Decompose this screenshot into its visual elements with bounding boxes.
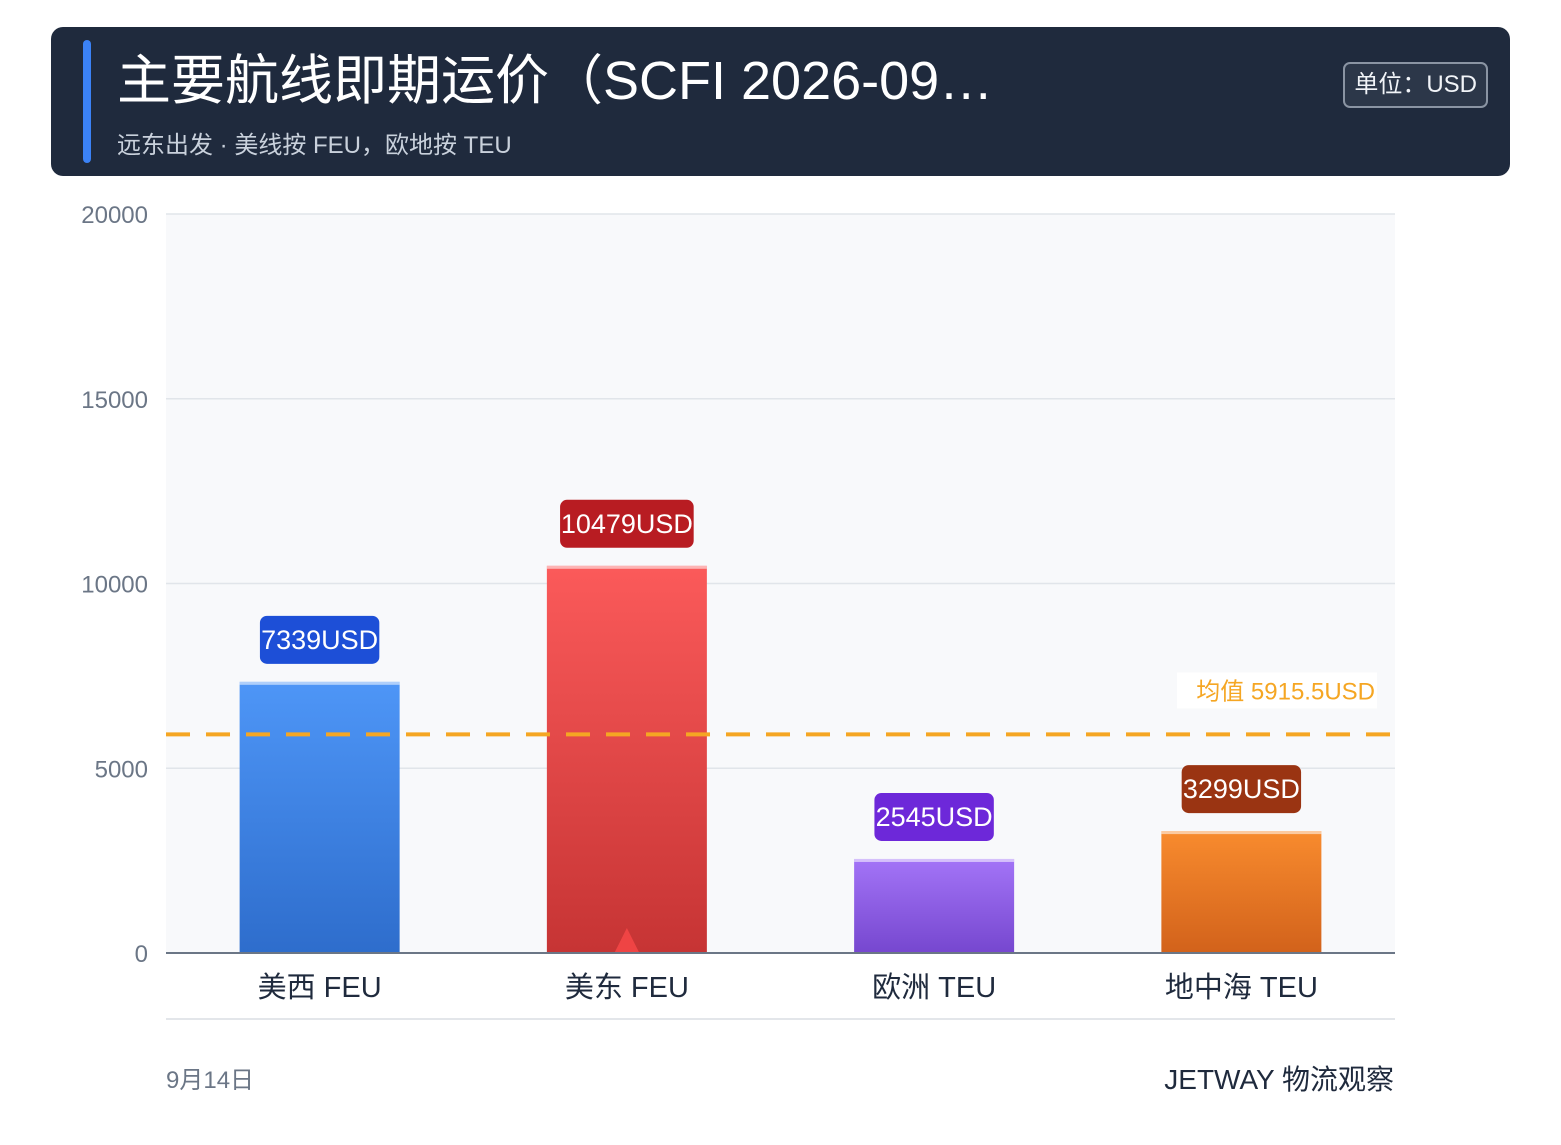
footer-date: 9月14日 (166, 1067, 255, 1094)
mean-label: 均值 5915.5USD (1196, 678, 1375, 705)
value-label: 7339USD (261, 625, 378, 655)
value-label: 10479USD (561, 509, 693, 539)
x-tick-label: 美西 FEU (258, 971, 382, 1004)
value-label-pill (1181, 765, 1302, 814)
y-tick-label: 5000 (95, 756, 148, 783)
chart-subtitle: 远东出发 · 美线按 FEU，欧地按 TEU (117, 132, 512, 159)
x-tick-label: 地中海 TEU (1165, 971, 1318, 1004)
bar-top-highlight (854, 858, 1015, 862)
value-label-pill (874, 792, 994, 841)
chart-header: 主要航线即期运价（SCFI 2026-09… 远东出发 · 美线按 FEU，欧地… (51, 27, 1510, 176)
y-tick-label: 15000 (81, 387, 148, 414)
unit-badge: 单位：USD (1343, 62, 1488, 108)
value-label: 2545USD (876, 802, 993, 832)
y-tick-label: 0 (135, 941, 148, 968)
x-tick-label: 欧洲 TEU (872, 971, 996, 1004)
bar-top-highlight (546, 565, 707, 569)
bar (854, 858, 1015, 953)
value-label-pill (560, 499, 694, 548)
y-tick-label: 10000 (81, 572, 148, 599)
bar (239, 681, 400, 953)
y-tick-label: 20000 (81, 202, 148, 229)
bar (546, 565, 707, 953)
bar-top-highlight (239, 681, 400, 685)
bar-top-highlight (1161, 831, 1322, 835)
header-accent-bar (83, 40, 91, 163)
footer-brand: JETWAY 物流观察 (1164, 1064, 1394, 1095)
max-marker-triangle (614, 928, 639, 952)
x-tick-label: 美东 FEU (565, 971, 689, 1004)
value-label-pill (259, 615, 380, 664)
bar (1161, 831, 1322, 953)
mean-label-bg (1177, 672, 1377, 709)
value-label: 3299USD (1183, 774, 1300, 804)
